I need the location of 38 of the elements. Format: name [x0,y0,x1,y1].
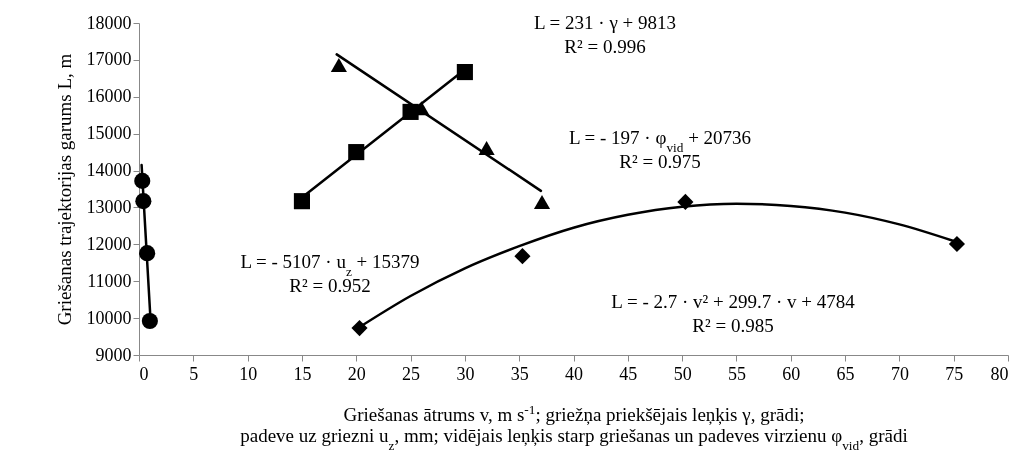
annotation: L = - 2.7 · v² + 299.7 · v + 4784 R² = 0.985 [611,291,856,336]
x-tick-label: 65 [836,363,855,384]
x-tick-label: 60 [782,363,801,384]
text: Griešanas ātrums v, m s$^{-1}$; griežņa priekšējais leņķis γ, grādi; padeve uz griezni u$_{z}$, mm; vidējais leņķis starp griešanas un padeves virzienu φ$_{vid}$, grādi [240,401,908,452]
annotation: L = - 197 · φ$_{vid}$ + 20736 R² = 0.975 [568,127,752,172]
x-tick-label: 5 [189,363,199,384]
x-tick-label: 25 [402,363,421,384]
x-tick-label: 10 [239,363,258,384]
x-tick-label: 40 [565,363,583,384]
point [533,194,551,209]
x-tick-label: 70 [890,363,909,384]
y-tick-label: 15000 [86,123,132,144]
x-tick-label: 80 [990,363,1009,384]
x-tick-label: 15 [293,363,312,384]
y-tick-label: 10000 [86,307,132,328]
x-tick-label: 30 [456,363,475,384]
point [514,248,531,265]
x-tick-label: 0 [139,363,149,384]
x-tick-label: 75 [945,363,964,384]
x-tick-label: 55 [727,363,746,384]
y-tick-label: 17000 [86,49,132,70]
y-tick-label: 16000 [86,86,132,107]
y-tick-label: 12000 [86,233,132,254]
y-tick-label: 18000 [86,12,132,33]
y-tick-label: 14000 [86,160,132,181]
y-tick-label: 11000 [87,270,132,291]
x-tick-label: 50 [673,363,692,384]
point [948,235,966,253]
x-tick-label: 45 [619,363,638,384]
x-tick-label: 20 [347,363,366,384]
annotation: L = 231 · γ + 9813 R² = 0.996 [533,12,677,57]
y-tick-label: 13000 [86,196,132,217]
x-tick-label: 35 [510,363,529,384]
y-tick-label: 9000 [95,344,132,365]
y-axis-title: Griešanas trajektorijas garums L, m [53,53,75,326]
annotation: L = - 5107 · u$_{z}$ + 15379 R² = 0.952 [240,251,420,296]
point [330,58,347,73]
point [293,193,310,210]
